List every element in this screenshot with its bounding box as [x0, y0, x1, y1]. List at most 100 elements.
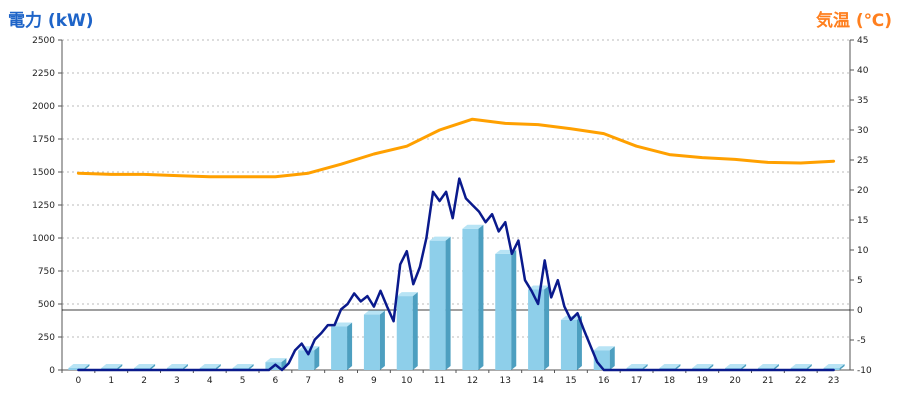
bar — [298, 350, 315, 370]
bar-top — [823, 364, 845, 368]
bar-top — [429, 236, 451, 241]
bar — [593, 350, 610, 370]
x-tick-label: 4 — [207, 376, 213, 386]
left-tick-label: 1250 — [32, 201, 55, 211]
bar-side — [642, 364, 648, 370]
bar — [363, 314, 380, 370]
bar-side — [675, 364, 681, 370]
bar-top — [462, 224, 484, 229]
right-tick-label: 25 — [857, 156, 868, 166]
left-tick-label: 2250 — [32, 69, 55, 79]
bar-top — [593, 346, 615, 351]
bar-top — [232, 364, 254, 368]
x-tick-label: 0 — [76, 376, 82, 386]
bar-side — [248, 364, 254, 370]
x-tick-label: 5 — [240, 376, 246, 386]
bar-side — [150, 364, 156, 370]
x-tick-label: 17 — [631, 376, 642, 386]
x-tick-label: 11 — [434, 376, 445, 386]
x-tick-label: 18 — [664, 376, 676, 386]
right-tick-label: 0 — [857, 306, 863, 316]
bar-top — [363, 310, 385, 315]
bar-top — [692, 364, 714, 368]
right-axis-title: 気温 (℃) — [815, 11, 892, 31]
bar — [429, 240, 446, 370]
right-tick-label: -10 — [857, 366, 872, 376]
x-tick-label: 9 — [371, 376, 377, 386]
left-tick-label: 1750 — [32, 135, 55, 145]
bar-top — [199, 364, 221, 368]
bar-side — [773, 364, 779, 370]
x-tick-label: 8 — [338, 376, 344, 386]
x-tick-label: 16 — [598, 376, 610, 386]
bar-top — [757, 364, 779, 368]
right-tick-label: 35 — [857, 96, 868, 106]
x-tick-label: 10 — [401, 376, 413, 386]
x-tick-label: 12 — [467, 376, 478, 386]
bar-top — [101, 364, 123, 368]
x-tick-label: 7 — [305, 376, 311, 386]
bar-side — [117, 364, 123, 370]
x-tick-label: 2 — [141, 376, 147, 386]
bar-side — [182, 364, 188, 370]
right-tick-label: 45 — [857, 36, 868, 46]
bar-top — [790, 364, 812, 368]
x-tick-label: 15 — [565, 376, 576, 386]
bar-top — [725, 364, 747, 368]
left-tick-label: 2500 — [32, 36, 55, 46]
right-tick-label: 15 — [857, 216, 868, 226]
bar-top — [396, 292, 418, 297]
x-tick-label: 22 — [795, 376, 806, 386]
right-tick-label: 20 — [857, 186, 869, 196]
left-tick-label: 1000 — [32, 234, 55, 244]
left-tick-label: 0 — [49, 366, 55, 376]
temperature-line — [76, 117, 836, 179]
right-tick-label: 30 — [857, 126, 869, 136]
bar-side — [347, 322, 353, 370]
left-tick-label: 500 — [38, 300, 55, 310]
bar-top — [68, 364, 90, 368]
bar-side — [806, 364, 812, 370]
x-tick-label: 20 — [729, 376, 741, 386]
bar — [331, 326, 348, 370]
bar — [462, 228, 479, 370]
x-tick-label: 6 — [273, 376, 279, 386]
left-tick-label: 750 — [38, 267, 55, 277]
left-tick-label: 2000 — [32, 102, 55, 112]
bar-top — [659, 364, 681, 368]
x-tick-label: 14 — [532, 376, 544, 386]
bar-side — [511, 249, 517, 370]
bar-side — [576, 315, 582, 370]
right-tick-label: 10 — [857, 246, 869, 256]
bar — [560, 319, 577, 370]
bar-top — [265, 358, 287, 363]
bar-top — [166, 364, 188, 368]
bar-side — [609, 346, 615, 370]
x-tick-label: 1 — [108, 376, 114, 386]
bar-top — [134, 364, 156, 368]
bar — [528, 289, 545, 370]
bar-side — [741, 364, 747, 370]
bar-side — [215, 364, 221, 370]
bar-top — [626, 364, 648, 368]
left-tick-label: 250 — [38, 333, 55, 343]
left-tick-label: 1500 — [32, 168, 55, 178]
left-axis-title: 電力 (kW) — [8, 11, 94, 31]
x-tick-label: 19 — [697, 376, 709, 386]
right-tick-label: -5 — [857, 336, 866, 346]
x-tick-label: 23 — [828, 376, 839, 386]
bar-side — [839, 364, 845, 370]
x-tick-label: 3 — [174, 376, 180, 386]
bar-side — [281, 358, 287, 370]
bar-side — [445, 236, 451, 370]
x-tick-label: 13 — [500, 376, 511, 386]
bar-side — [314, 346, 320, 370]
bar — [396, 296, 413, 370]
right-tick-label: 5 — [857, 276, 863, 286]
bar-side — [478, 224, 484, 370]
bar-side — [412, 292, 418, 370]
bar — [68, 368, 85, 370]
bar-side — [379, 310, 385, 370]
bar-side — [84, 364, 90, 370]
bar-side — [708, 364, 714, 370]
